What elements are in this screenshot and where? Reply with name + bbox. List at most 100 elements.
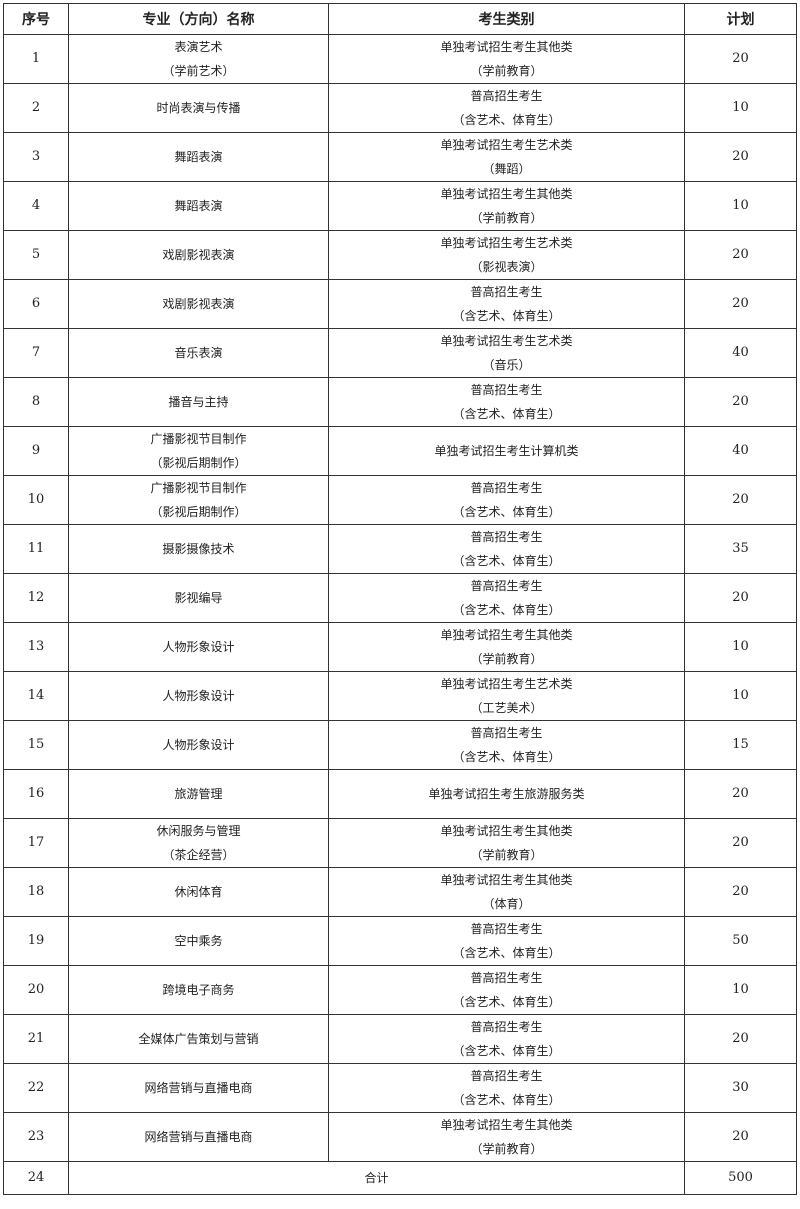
row-category-line: 普高招生考生 [470, 285, 543, 299]
total-no: 24 [3, 1161, 69, 1195]
row-category: 单独考试招生考生其他类 （学前教育） [328, 181, 685, 231]
row-category: 单独考试招生考生旅游服务类 [328, 769, 685, 819]
row-major-line: 舞蹈表演 [174, 150, 223, 164]
row-major: 休闲体育 [68, 867, 329, 917]
row-major-line: 人物形象设计 [162, 689, 235, 703]
row-major-line: 跨境电子商务 [162, 983, 235, 997]
row-major: 跨境电子商务 [68, 965, 329, 1015]
row-category: 单独考试招生考生艺术类 （影视表演） [328, 230, 685, 280]
table-row: 15 人物形象设计 普高招生考生 （含艺术、体育生） 15 [3, 720, 797, 770]
row-major: 舞蹈表演 [68, 181, 329, 231]
header-no: 序号 [3, 3, 69, 35]
row-no: 23 [3, 1112, 69, 1162]
row-plan: 10 [684, 83, 797, 133]
row-no: 2 [3, 83, 69, 133]
row-no: 9 [3, 426, 69, 476]
row-category: 单独考试招生考生其他类 （学前教育） [328, 1112, 685, 1162]
row-major-line: 网络营销与直播电商 [144, 1081, 253, 1095]
row-major-line: 戏剧影视表演 [162, 297, 235, 311]
row-category-line: 普高招生考生 [470, 383, 543, 397]
row-category: 普高招生考生 （含艺术、体育生） [328, 83, 685, 133]
row-plan: 20 [684, 818, 797, 868]
row-major: 网络营销与直播电商 [68, 1063, 329, 1113]
row-major: 播音与主持 [68, 377, 329, 427]
table-row: 16 旅游管理 单独考试招生考生旅游服务类 20 [3, 769, 797, 819]
row-plan: 10 [684, 622, 797, 672]
row-category-line: 普高招生考生 [470, 971, 543, 985]
row-major-line: 舞蹈表演 [174, 199, 223, 213]
row-category: 普高招生考生 （含艺术、体育生） [328, 916, 685, 966]
table-row: 22 网络营销与直播电商 普高招生考生 （含艺术、体育生） 30 [3, 1063, 797, 1113]
row-no: 6 [3, 279, 69, 329]
row-category-line: 普高招生考生 [470, 922, 543, 936]
row-category-line: （含艺术、体育生） [452, 1093, 561, 1107]
row-category-line: 单独考试招生考生其他类 [440, 40, 573, 54]
row-major-line: 影视编导 [174, 591, 223, 605]
row-major-line: 表演艺术 [174, 40, 223, 54]
row-category: 单独考试招生考生其他类 （学前教育） [328, 34, 685, 84]
row-major: 人物形象设计 [68, 671, 329, 721]
row-category-line: 普高招生考生 [470, 530, 543, 544]
row-no: 22 [3, 1063, 69, 1113]
row-plan: 20 [684, 1014, 797, 1064]
table-row: 1 表演艺术 （学前艺术） 单独考试招生考生其他类 （学前教育） 20 [3, 34, 797, 84]
row-plan: 20 [684, 1112, 797, 1162]
row-major-line: 休闲服务与管理 [156, 824, 241, 838]
row-no: 15 [3, 720, 69, 770]
row-major: 全媒体广告策划与营销 [68, 1014, 329, 1064]
row-category-line: （含艺术、体育生） [452, 750, 561, 764]
row-major: 休闲服务与管理 （茶企经营） [68, 818, 329, 868]
row-major-line: 戏剧影视表演 [162, 248, 235, 262]
row-plan: 20 [684, 34, 797, 84]
table-row: 9 广播影视节目制作 （影视后期制作） 单独考试招生考生计算机类 40 [3, 426, 797, 476]
row-category-line: （学前教育） [470, 848, 543, 862]
row-category-line: 单独考试招生考生其他类 [440, 873, 573, 887]
row-major-line: 空中乘务 [174, 934, 223, 948]
row-no: 20 [3, 965, 69, 1015]
header-plan: 计划 [684, 3, 797, 35]
row-plan: 20 [684, 230, 797, 280]
row-category-line: （含艺术、体育生） [452, 1044, 561, 1058]
row-no: 13 [3, 622, 69, 672]
row-plan: 40 [684, 328, 797, 378]
row-no: 3 [3, 132, 69, 182]
row-category-line: 普高招生考生 [470, 481, 543, 495]
row-category-line: 单独考试招生考生艺术类 [440, 236, 573, 250]
row-category-line: 单独考试招生考生其他类 [440, 187, 573, 201]
row-no: 18 [3, 867, 69, 917]
row-major-line: 旅游管理 [174, 787, 223, 801]
row-major: 摄影摄像技术 [68, 524, 329, 574]
row-no: 16 [3, 769, 69, 819]
row-category: 单独考试招生考生艺术类 （工艺美术） [328, 671, 685, 721]
row-category-line: 普高招生考生 [470, 1020, 543, 1034]
header-category: 考生类别 [328, 3, 685, 35]
row-plan: 35 [684, 524, 797, 574]
table-row: 10 广播影视节目制作 （影视后期制作） 普高招生考生 （含艺术、体育生） 20 [3, 475, 797, 525]
row-category-line: 单独考试招生考生其他类 [440, 824, 573, 838]
row-plan: 10 [684, 181, 797, 231]
row-category-line: 普高招生考生 [470, 89, 543, 103]
row-plan: 20 [684, 475, 797, 525]
header-major: 专业（方向）名称 [68, 3, 329, 35]
row-category: 单独考试招生考生其他类 （体育） [328, 867, 685, 917]
row-major-line: 人物形象设计 [162, 738, 235, 752]
row-category-line: （学前教育） [470, 652, 543, 666]
row-plan: 20 [684, 573, 797, 623]
row-category-line: 单独考试招生考生其他类 [440, 628, 573, 642]
row-major: 网络营销与直播电商 [68, 1112, 329, 1162]
table-row: 12 影视编导 普高招生考生 （含艺术、体育生） 20 [3, 573, 797, 623]
row-category-line: （影视表演） [470, 260, 543, 274]
row-major: 时尚表演与传播 [68, 83, 329, 133]
row-category-line: 单独考试招生考生旅游服务类 [428, 787, 585, 801]
row-plan: 20 [684, 769, 797, 819]
row-category-line: 单独考试招生考生艺术类 [440, 677, 573, 691]
row-major: 广播影视节目制作 （影视后期制作） [68, 475, 329, 525]
row-no: 12 [3, 573, 69, 623]
table-row: 3 舞蹈表演 单独考试招生考生艺术类 （舞蹈） 20 [3, 132, 797, 182]
row-category-line: （含艺术、体育生） [452, 113, 561, 127]
table-row: 14 人物形象设计 单独考试招生考生艺术类 （工艺美术） 10 [3, 671, 797, 721]
row-category: 普高招生考生 （含艺术、体育生） [328, 720, 685, 770]
row-major-line: 摄影摄像技术 [162, 542, 235, 556]
row-plan: 20 [684, 377, 797, 427]
row-category: 单独考试招生考生艺术类 （音乐） [328, 328, 685, 378]
